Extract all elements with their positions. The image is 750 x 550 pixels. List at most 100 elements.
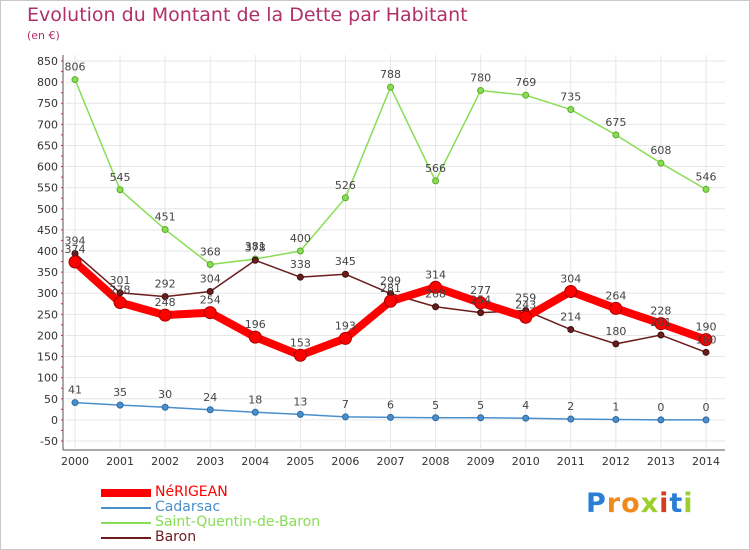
data-label: 5 [432, 399, 439, 412]
y-tick-label: 500 [37, 203, 58, 216]
data-point [68, 255, 82, 269]
data-point [71, 399, 79, 407]
y-tick-label: -50 [40, 435, 58, 448]
data-label: 214 [560, 311, 581, 324]
data-point [71, 76, 79, 84]
y-tick-label: 800 [37, 76, 58, 89]
data-point [654, 317, 668, 331]
data-label: 292 [155, 278, 176, 291]
y-tick-label: 350 [37, 266, 58, 279]
data-point [341, 194, 349, 202]
x-tick-label: 2011 [557, 455, 585, 468]
data-label: 180 [605, 325, 626, 338]
data-point [432, 303, 440, 311]
data-point [477, 87, 485, 95]
data-label: 338 [290, 258, 311, 271]
data-point [432, 177, 440, 185]
y-tick-label: 150 [37, 351, 58, 364]
data-label: 345 [335, 255, 356, 268]
data-point [338, 331, 352, 345]
data-label: 566 [425, 162, 446, 175]
logo-letter: o [621, 488, 641, 519]
x-tick-label: 2013 [647, 455, 675, 468]
data-point [657, 416, 665, 424]
data-label: 378 [245, 241, 266, 254]
data-label: 769 [515, 76, 536, 89]
logo-letter: t [669, 488, 684, 519]
data-point [251, 256, 259, 264]
data-label: 735 [560, 91, 581, 104]
x-tick-label: 2008 [422, 455, 450, 468]
data-point [203, 306, 217, 320]
data-label: 277 [470, 284, 491, 297]
data-label: 675 [605, 116, 626, 129]
y-tick-label: 400 [37, 245, 58, 258]
legend-swatch-cadarsac [101, 507, 151, 509]
data-label: 281 [380, 282, 401, 295]
data-label: 24 [203, 391, 217, 404]
data-label: 394 [65, 235, 86, 248]
data-point [116, 289, 124, 297]
data-point [161, 403, 169, 411]
data-point [519, 310, 533, 324]
data-point [474, 296, 488, 310]
data-label: 160 [696, 333, 717, 346]
data-point [567, 326, 575, 334]
data-point [206, 406, 214, 414]
data-point [429, 280, 443, 294]
data-point [248, 330, 262, 344]
data-label: 301 [110, 274, 131, 287]
legend-label-nerigean: NéRIGEAN [155, 484, 228, 500]
x-tick-label: 2000 [61, 455, 89, 468]
data-point [612, 340, 620, 348]
logo-letter: r [606, 488, 622, 519]
x-tick-label: 2010 [512, 455, 540, 468]
data-label: 299 [380, 275, 401, 288]
data-point [699, 333, 713, 347]
data-label: 304 [200, 273, 221, 286]
series-group [68, 76, 713, 424]
data-label: 18 [248, 393, 262, 406]
data-label: 248 [155, 296, 176, 309]
x-tick-label: 2007 [377, 455, 405, 468]
data-point [609, 301, 623, 315]
data-point [206, 288, 214, 296]
data-label: 243 [515, 298, 536, 311]
data-point [564, 285, 578, 299]
data-label: 374 [65, 243, 86, 256]
data-label: 4 [522, 399, 529, 412]
data-label: 5 [477, 399, 484, 412]
data-label: 196 [245, 318, 266, 331]
data-label: 6 [387, 398, 394, 411]
data-point [341, 413, 349, 421]
logo-letter: i [659, 488, 670, 519]
data-label: 41 [68, 384, 82, 397]
data-point [116, 401, 124, 409]
legend-label-cadarsac: Cadarsac [155, 499, 221, 515]
y-tick-label: 700 [37, 118, 58, 131]
data-point [296, 273, 304, 281]
x-tick-label: 2006 [331, 455, 359, 468]
data-point [702, 185, 710, 193]
y-tick-label: 750 [37, 97, 58, 110]
data-point [612, 131, 620, 139]
x-tick-label: 2009 [467, 455, 495, 468]
x-tick-label: 2003 [196, 455, 224, 468]
data-label: 259 [515, 292, 536, 305]
data-label: 190 [696, 321, 717, 334]
data-point [293, 348, 307, 362]
data-point [341, 270, 349, 278]
data-point [384, 294, 397, 308]
data-point [387, 83, 394, 91]
data-label: 368 [200, 246, 221, 259]
data-point [612, 415, 620, 423]
data-point [206, 261, 214, 269]
data-label: 304 [560, 273, 581, 286]
data-point [251, 408, 259, 416]
data-point [567, 106, 575, 114]
data-label: 254 [470, 294, 491, 307]
data-point [296, 247, 304, 255]
legend-swatch-nerigean [101, 489, 151, 497]
data-point [161, 293, 169, 301]
y-tick-label: 50 [44, 393, 58, 406]
